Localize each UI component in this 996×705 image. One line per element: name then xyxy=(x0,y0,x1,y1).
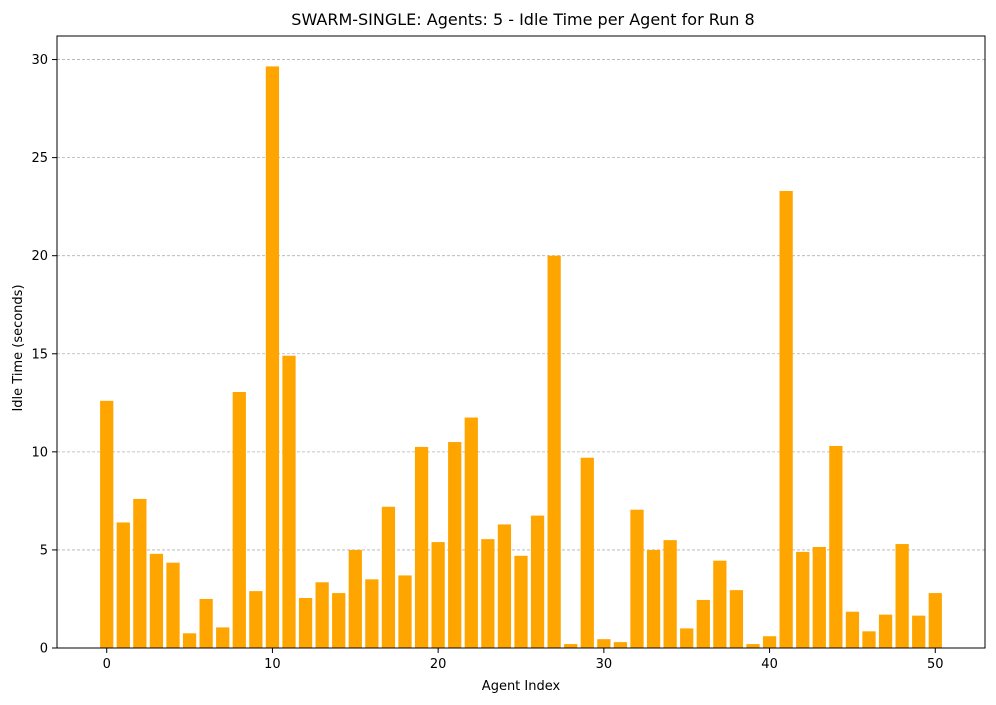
x-tick-label: 50 xyxy=(927,657,944,672)
bar xyxy=(332,593,346,648)
bar xyxy=(315,582,329,648)
bar xyxy=(630,509,644,648)
ticks: 0 10 20 30 40 50 0 5 10 15 20 25 30 xyxy=(31,53,943,672)
bar xyxy=(862,631,876,648)
bar xyxy=(398,575,412,648)
bar xyxy=(265,66,280,648)
bar xyxy=(928,593,942,648)
x-tick-label: 20 xyxy=(430,657,447,672)
bar xyxy=(762,636,777,648)
bar xyxy=(646,549,661,648)
bar xyxy=(829,445,843,648)
y-tick-label: 5 xyxy=(40,543,48,558)
bar xyxy=(746,644,760,648)
x-tick-label: 30 xyxy=(596,657,613,672)
bar xyxy=(613,642,628,648)
bar xyxy=(912,615,926,648)
bar xyxy=(133,498,147,648)
x-axis-label: Agent Index xyxy=(482,679,561,694)
y-tick-label: 0 xyxy=(40,642,48,657)
bar xyxy=(448,442,462,648)
bar xyxy=(216,627,230,648)
y-tick-label: 10 xyxy=(31,445,48,460)
bar xyxy=(796,551,810,648)
x-tick-label: 0 xyxy=(103,657,111,672)
y-tick-label: 15 xyxy=(31,347,48,362)
x-tick-label: 40 xyxy=(761,657,778,672)
bar xyxy=(149,553,164,648)
bar xyxy=(199,598,213,648)
bar xyxy=(580,457,594,648)
bar xyxy=(166,562,180,648)
bar xyxy=(249,591,263,648)
bar xyxy=(878,614,893,648)
bar xyxy=(845,611,860,648)
plot-frame xyxy=(56,35,986,649)
bar xyxy=(100,400,114,648)
bar xyxy=(464,417,478,648)
bar xyxy=(713,560,727,648)
bar xyxy=(365,579,379,648)
bar xyxy=(232,392,246,648)
bar xyxy=(895,544,909,648)
bar xyxy=(680,628,694,648)
y-axis-label: Idle Time (seconds) xyxy=(11,284,26,411)
axes xyxy=(56,35,986,649)
bar xyxy=(431,542,445,648)
bar xyxy=(547,255,561,648)
x-tick-label: 10 xyxy=(264,657,281,672)
bar xyxy=(182,633,197,648)
bar xyxy=(564,644,578,648)
bar xyxy=(530,515,545,648)
bar xyxy=(729,590,744,648)
bar xyxy=(812,546,826,648)
y-tick-label: 25 xyxy=(31,151,48,166)
bar xyxy=(381,506,396,648)
gridlines xyxy=(57,59,985,551)
bar xyxy=(348,549,362,648)
bar xyxy=(514,555,528,648)
bar xyxy=(663,540,677,648)
bar xyxy=(282,355,296,648)
bar xyxy=(481,539,495,648)
bar xyxy=(116,522,130,648)
y-tick-label: 20 xyxy=(31,249,48,264)
bar xyxy=(414,446,429,648)
bar xyxy=(298,597,313,648)
bars xyxy=(100,66,942,648)
chart-title: SWARM-SINGLE: Agents: 5 - Idle Time per … xyxy=(291,10,754,29)
bar xyxy=(779,190,793,648)
bar xyxy=(696,599,710,648)
y-tick-label: 30 xyxy=(31,53,48,68)
bar xyxy=(597,639,611,648)
bar xyxy=(497,524,512,648)
